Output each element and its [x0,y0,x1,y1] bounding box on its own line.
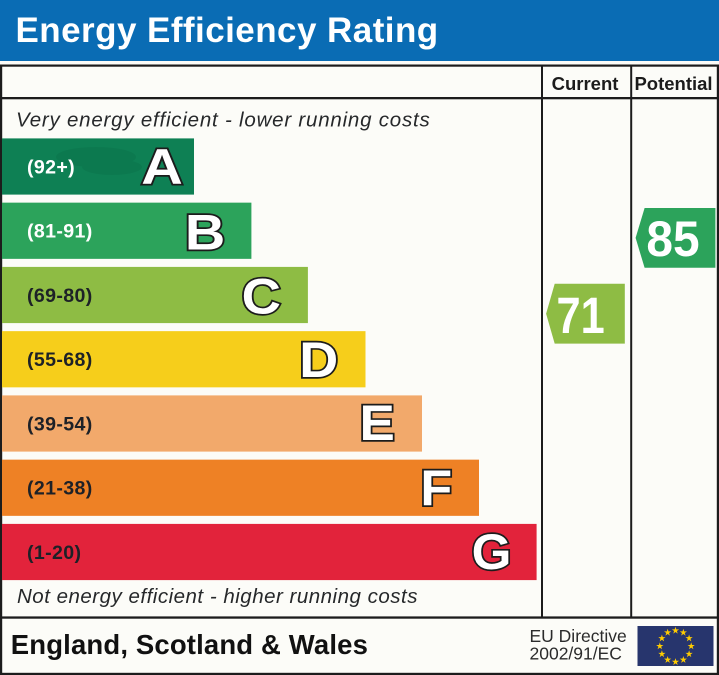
svg-text:(55-68): (55-68) [27,349,93,371]
svg-text:England, Scotland & Wales: England, Scotland & Wales [11,629,368,660]
svg-text:(39-54): (39-54) [27,413,93,435]
svg-text:E: E [359,394,394,450]
svg-text:C: C [242,269,281,325]
svg-text:D: D [299,333,338,389]
svg-text:71: 71 [557,288,605,345]
svg-text:EU Directive: EU Directive [530,626,627,646]
svg-text:G: G [472,523,512,579]
svg-text:B: B [185,205,225,261]
svg-text:Not energy efficient - higher: Not energy efficient - higher running co… [17,585,418,608]
svg-text:Very energy efficient - lower: Very energy efficient - lower running co… [16,108,430,131]
svg-text:(81-91): (81-91) [27,221,93,243]
svg-text:A: A [141,139,183,195]
svg-text:Energy Efficiency Rating: Energy Efficiency Rating [16,11,439,50]
svg-text:Potential: Potential [634,73,712,94]
svg-text:Current: Current [552,73,619,94]
svg-text:(69-80): (69-80) [27,285,93,307]
svg-text:85: 85 [646,212,699,267]
svg-text:(21-38): (21-38) [27,478,93,500]
svg-text:F: F [420,460,452,516]
svg-text:(1-20): (1-20) [27,542,81,564]
svg-text:2002/91/EC: 2002/91/EC [530,644,622,664]
svg-text:(92+): (92+) [27,156,75,178]
